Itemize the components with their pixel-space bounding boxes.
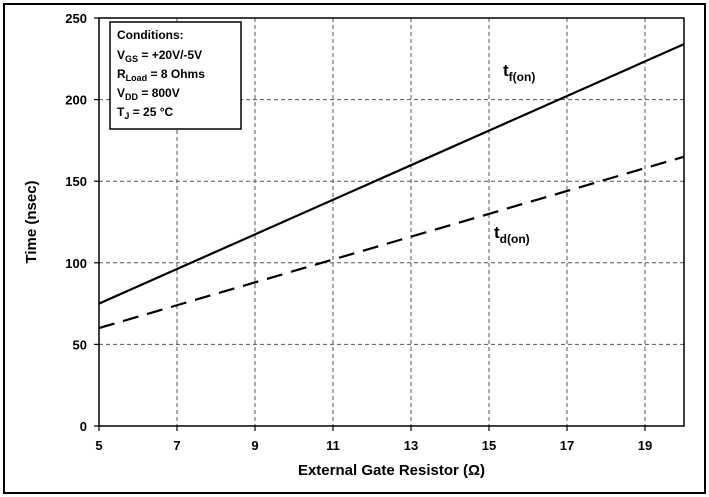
condition-subscript: DD bbox=[125, 92, 138, 102]
series-label-don: td(on) bbox=[494, 223, 530, 246]
x-tick-label: 15 bbox=[482, 438, 496, 453]
x-tick-label: 5 bbox=[95, 438, 102, 453]
y-tick-label: 200 bbox=[65, 93, 87, 108]
y-tick-label: 0 bbox=[80, 419, 87, 434]
axis-ticks: 5 7 9 11 13 15 17 19 0 50 100 150 200 250 bbox=[65, 11, 652, 453]
series-labels: tf(on)td(on) bbox=[494, 61, 535, 246]
condition-subscript: J bbox=[124, 111, 129, 121]
x-tick-label: 9 bbox=[251, 438, 258, 453]
condition-line: TJ = 25 °C bbox=[117, 105, 174, 121]
y-tick-label: 50 bbox=[73, 337, 87, 352]
y-tick-label: 150 bbox=[65, 174, 87, 189]
x-axis-title: External Gate Resistor (Ω) bbox=[298, 462, 485, 479]
x-tick-label: 19 bbox=[638, 438, 652, 453]
x-tick-label: 17 bbox=[560, 438, 574, 453]
series-label-sub: d(on) bbox=[500, 232, 530, 246]
condition-symbol: T bbox=[117, 105, 125, 119]
condition-value: = 8 Ohms bbox=[147, 67, 205, 81]
x-tick-label: 11 bbox=[326, 438, 340, 453]
condition-subscript: Load bbox=[126, 73, 148, 83]
condition-symbol: V bbox=[117, 48, 125, 62]
series-label-sub: f(on) bbox=[509, 70, 536, 84]
series-line-fon bbox=[98, 43, 685, 305]
condition-subscript: GS bbox=[125, 54, 138, 64]
x-tick-label: 7 bbox=[173, 438, 180, 453]
conditions-border bbox=[109, 21, 242, 130]
condition-value: = 800V bbox=[138, 86, 180, 100]
y-tick-label: 100 bbox=[65, 256, 87, 271]
condition-value: = 25 °C bbox=[129, 105, 173, 119]
plot-area bbox=[98, 17, 685, 427]
series-label-main: t bbox=[494, 223, 500, 242]
condition-value: = +20V/-5V bbox=[138, 48, 202, 62]
condition-line: VDD = 800V bbox=[117, 86, 180, 102]
grid bbox=[99, 18, 684, 426]
condition-symbol: R bbox=[117, 67, 126, 81]
series-line-don bbox=[98, 155, 685, 330]
x-tick-label: 13 bbox=[404, 438, 418, 453]
series-label-main: t bbox=[503, 61, 509, 80]
y-tick-label: 250 bbox=[65, 11, 87, 26]
series-label-fon: tf(on) bbox=[503, 61, 535, 84]
y-axis-title: Time (nsec) bbox=[23, 180, 40, 263]
series-lines bbox=[98, 43, 685, 330]
condition-symbol: V bbox=[117, 86, 125, 100]
conditions-heading: Conditions: bbox=[117, 28, 184, 42]
condition-line: RLoad = 8 Ohms bbox=[117, 67, 205, 83]
condition-line: VGS = +20V/-5V bbox=[117, 48, 202, 64]
